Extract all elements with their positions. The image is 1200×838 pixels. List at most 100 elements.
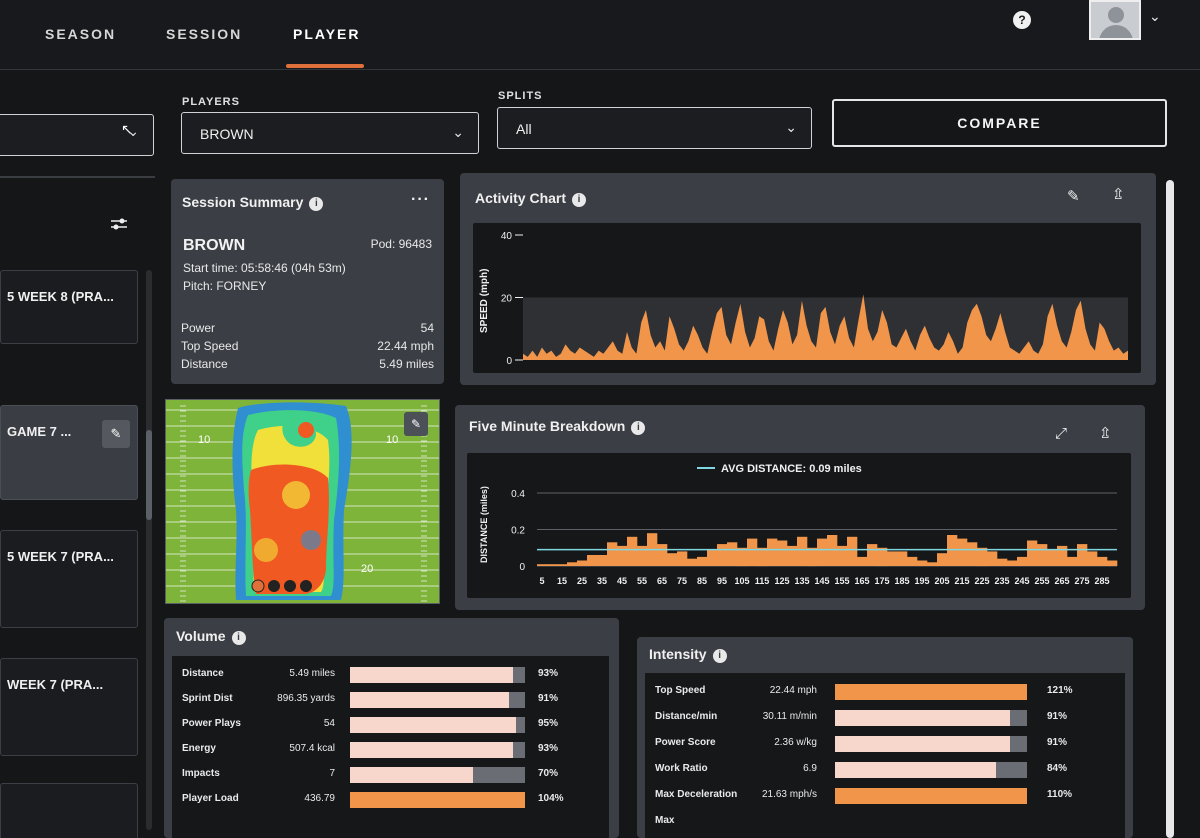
player-select[interactable]: BROWN ⌄ — [181, 112, 479, 154]
metric-percent: 95% — [538, 718, 559, 729]
distance-bar — [777, 540, 788, 566]
tab-player[interactable]: PLAYER — [293, 26, 361, 42]
splits-select[interactable]: All ⌄ — [497, 107, 812, 149]
x-tick-label: 245 — [1014, 576, 1029, 586]
list-item[interactable] — [0, 783, 138, 838]
info-icon[interactable]: i — [231, 631, 246, 645]
session-select[interactable]: ⌄ ↖ — [0, 114, 154, 156]
x-tick-label: 75 — [677, 576, 687, 586]
list-item[interactable]: GAME 7 ... ✎ — [0, 405, 138, 500]
metric-bar-fill — [350, 717, 517, 733]
distance-bar — [997, 558, 1008, 566]
distance-bar — [977, 547, 988, 567]
list-item[interactable]: WEEK 7 (PRA... — [0, 658, 138, 756]
left-scrollbar-thumb[interactable] — [146, 430, 152, 520]
field-heatmap-svg: 10 10 20 — [166, 400, 439, 603]
metric-bar-fill — [350, 742, 513, 758]
activity-chart-area: SPEED (mph) 0 20 40 — [473, 223, 1141, 373]
volume-title: Volume i — [176, 628, 246, 645]
left-divider — [0, 176, 155, 178]
help-icon[interactable]: ? — [1013, 11, 1031, 29]
x-tick-label: 225 — [974, 576, 989, 586]
distance-bar — [607, 542, 618, 566]
expand-icon[interactable]: ⤢ — [1055, 425, 1068, 442]
player-dot — [284, 580, 296, 592]
distance-bar — [547, 564, 558, 566]
more-options-icon[interactable]: ··· — [411, 191, 430, 208]
distance-bar — [797, 536, 808, 566]
metric-bar-track — [350, 767, 525, 783]
summary-player-name: BROWN — [183, 237, 246, 254]
field-heatmap: 10 10 20 ✎ — [165, 399, 440, 604]
x-tick-label: 165 — [854, 576, 869, 586]
distance-bar — [987, 551, 998, 566]
distance-bar — [557, 564, 568, 566]
x-tick-label: 105 — [734, 576, 749, 586]
metric-value: 54 — [323, 718, 335, 729]
distance-bar — [707, 549, 718, 566]
player-dot — [268, 580, 280, 592]
distance-bar — [807, 547, 818, 567]
export-icon[interactable]: ⇫ — [1112, 186, 1125, 203]
distance-bar — [567, 562, 578, 566]
top-nav: SEASON SESSION PLAYER ? ⌄ — [0, 0, 1200, 70]
summary-stat-row: Distance 5.49 miles — [181, 357, 434, 371]
list-item[interactable]: 5 WEEK 7 (PRA... — [0, 530, 138, 628]
pencil-icon[interactable]: ✎ — [102, 420, 130, 448]
distance-bar — [937, 553, 948, 566]
list-item[interactable]: 5 WEEK 8 (PRA... — [0, 270, 138, 344]
metric-label: Energy — [182, 743, 216, 754]
metric-bar-fill — [350, 767, 473, 783]
info-icon[interactable]: i — [309, 197, 324, 211]
tab-session[interactable]: SESSION — [166, 26, 243, 42]
tab-season[interactable]: SEASON — [45, 26, 117, 42]
x-tick-label: 145 — [814, 576, 829, 586]
compare-button[interactable]: COMPARE — [832, 99, 1167, 147]
distance-bar — [1007, 560, 1018, 566]
distance-bar — [967, 542, 978, 566]
metric-row: Work Ratio 6.9 84% — [655, 759, 1113, 781]
five-minute-panel: Five Minute Breakdown i ⤢ ⇫ AVG DISTANCE:… — [455, 405, 1145, 610]
volume-title-text: Volume — [176, 628, 226, 644]
player-dot — [251, 579, 265, 593]
summary-pitch: Pitch: FORNEY — [183, 279, 267, 293]
distance-bar — [677, 551, 688, 566]
metric-bar-fill — [835, 684, 1027, 700]
info-icon[interactable]: i — [712, 649, 727, 663]
summary-stat-row: Top Speed 22.44 mph — [181, 339, 434, 353]
metric-label: Sprint Dist — [182, 693, 233, 704]
metric-row: Sprint Dist 896.35 yards 91% — [182, 689, 597, 711]
distance-bar — [867, 544, 878, 566]
chevron-down-icon: ⌄ — [127, 123, 139, 139]
avatar[interactable] — [1089, 0, 1141, 40]
metric-bar-track — [350, 742, 525, 758]
metric-percent: 84% — [1047, 763, 1068, 774]
filter-sliders-icon[interactable] — [110, 216, 128, 232]
metric-percent: 121% — [1047, 685, 1073, 696]
metric-label: Power Plays — [182, 718, 241, 729]
metric-label: Max — [655, 815, 675, 826]
session-summary-title-text: Session Summary — [182, 194, 304, 210]
metric-row: Impacts 7 70% — [182, 764, 597, 786]
five-minute-title-text: Five Minute Breakdown — [469, 418, 626, 434]
list-item-label: 5 WEEK 7 (PRA... — [7, 549, 114, 564]
metric-label: Distance — [182, 668, 224, 679]
distance-bar — [837, 545, 848, 566]
page-scrollbar[interactable] — [1166, 180, 1174, 838]
metric-row: Power Plays 54 95% — [182, 714, 597, 736]
left-scrollbar-track[interactable] — [146, 270, 152, 830]
export-icon[interactable]: ⇫ — [1099, 425, 1112, 442]
info-icon[interactable]: i — [631, 421, 646, 435]
y-tick-label: 0 — [519, 562, 525, 573]
distance-bar — [747, 538, 758, 566]
x-tick-label: 115 — [755, 576, 770, 586]
x-tick-label: 15 — [557, 576, 567, 586]
info-icon[interactable]: i — [572, 193, 587, 207]
chevron-down-icon[interactable]: ⌄ — [1149, 8, 1161, 24]
cursor-icon: ↖ — [121, 121, 133, 137]
summary-stat-value: 54 — [420, 321, 434, 335]
metric-bar-track — [350, 792, 525, 808]
pencil-icon[interactable]: ✎ — [1067, 188, 1080, 205]
speed-series-area — [523, 294, 1128, 360]
pencil-icon[interactable]: ✎ — [404, 412, 428, 436]
